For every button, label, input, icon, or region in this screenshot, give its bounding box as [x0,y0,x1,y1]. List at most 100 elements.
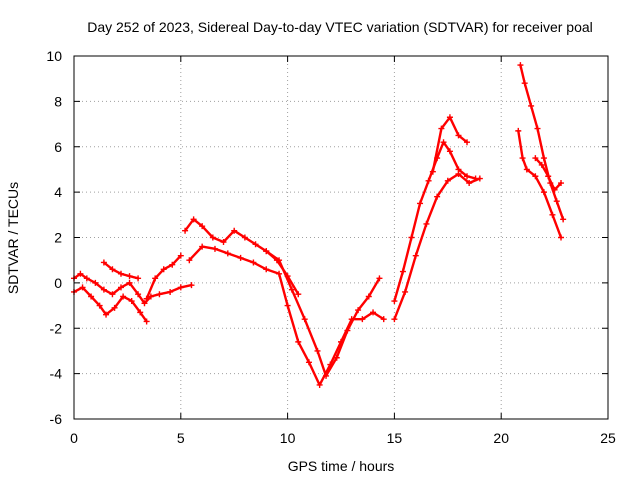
data-point [199,223,206,230]
data-point [444,177,451,184]
data-point [446,148,453,155]
data-point [288,286,295,293]
series-track-m [532,155,565,193]
data-point [521,80,528,87]
data-point [391,316,398,323]
data-point [545,173,552,180]
y-tick-label: -6 [50,411,63,427]
data-point [333,354,340,361]
data-point [263,266,270,273]
data-point [143,318,150,325]
data-point [438,125,445,132]
y-tick-label: 8 [54,93,62,109]
data-point [528,102,535,109]
data-point [440,139,447,146]
data-point [177,252,184,259]
data-point [365,293,372,300]
axis-ticks [73,55,609,420]
series-track-j [429,114,471,175]
series-line [265,249,381,378]
data-point [301,316,308,323]
data-point [538,161,545,168]
data-point [100,286,107,293]
y-tick-label: -4 [50,366,63,382]
data-point [417,200,424,207]
data-point [263,248,270,255]
y-tick-label: 10 [46,48,62,64]
data-point [111,304,118,311]
data-point [182,227,189,234]
data-point [177,284,184,291]
series-track-e [182,216,302,298]
data-point [540,155,547,162]
data-point [553,198,560,205]
data-point [250,259,257,266]
series-track-d [143,252,184,302]
data-point [560,216,567,223]
y-tick-label: 2 [54,230,62,246]
series-track-c [100,259,142,282]
data-point [370,309,377,316]
x-tick-label: 20 [493,430,509,446]
data-point [558,234,565,241]
data-point [152,275,159,282]
data-point [532,173,539,180]
data-point [523,166,530,173]
data-point [252,241,259,248]
data-point [199,243,206,250]
data-point [126,273,133,280]
series-track-h [391,139,479,305]
data-point [276,257,283,264]
tick-labels: 0 5 10 15 20 25 -6 -4 -2 0 2 4 6 8 10 [46,48,616,446]
data-point [77,270,84,277]
data-point [169,261,176,268]
data-point [147,293,154,300]
data-point [446,114,453,121]
y-tick-label: 4 [54,184,62,200]
data-point [305,359,312,366]
data-point [464,139,471,146]
data-point [558,180,565,187]
x-tick-label: 15 [387,430,403,446]
data-point [224,250,231,257]
series-line [72,286,148,323]
data-point [464,173,471,180]
data-point [408,234,415,241]
x-tick-label: 5 [177,430,185,446]
data-point [143,295,150,302]
data-point [120,293,127,300]
data-point [126,279,133,286]
y-tick-label: 0 [54,275,62,291]
data-point [391,298,398,305]
data-point [141,300,148,307]
data-point [83,275,90,282]
data-point [466,180,473,187]
data-point [231,227,238,234]
x-tick-label: 10 [280,430,296,446]
data-point [137,309,144,316]
data-point [359,316,366,323]
data-point [519,155,526,162]
data-point [376,275,383,282]
data-series [71,62,567,388]
data-point [211,245,218,252]
data-point [276,270,283,277]
data-point [412,252,419,259]
data-point [295,291,302,298]
x-axis-label: GPS time / hours [288,458,395,474]
data-point [190,216,197,223]
data-point [117,270,124,277]
series-track-f [186,243,387,388]
data-point [241,234,248,241]
data-point [429,168,436,175]
x-tick-label: 0 [70,430,78,446]
data-point [423,220,430,227]
data-point [156,291,163,298]
data-point [316,381,323,388]
data-point [109,291,116,298]
y-tick-label: -2 [50,320,63,336]
data-point [515,127,522,134]
data-point [128,298,135,305]
data-point [534,125,541,132]
